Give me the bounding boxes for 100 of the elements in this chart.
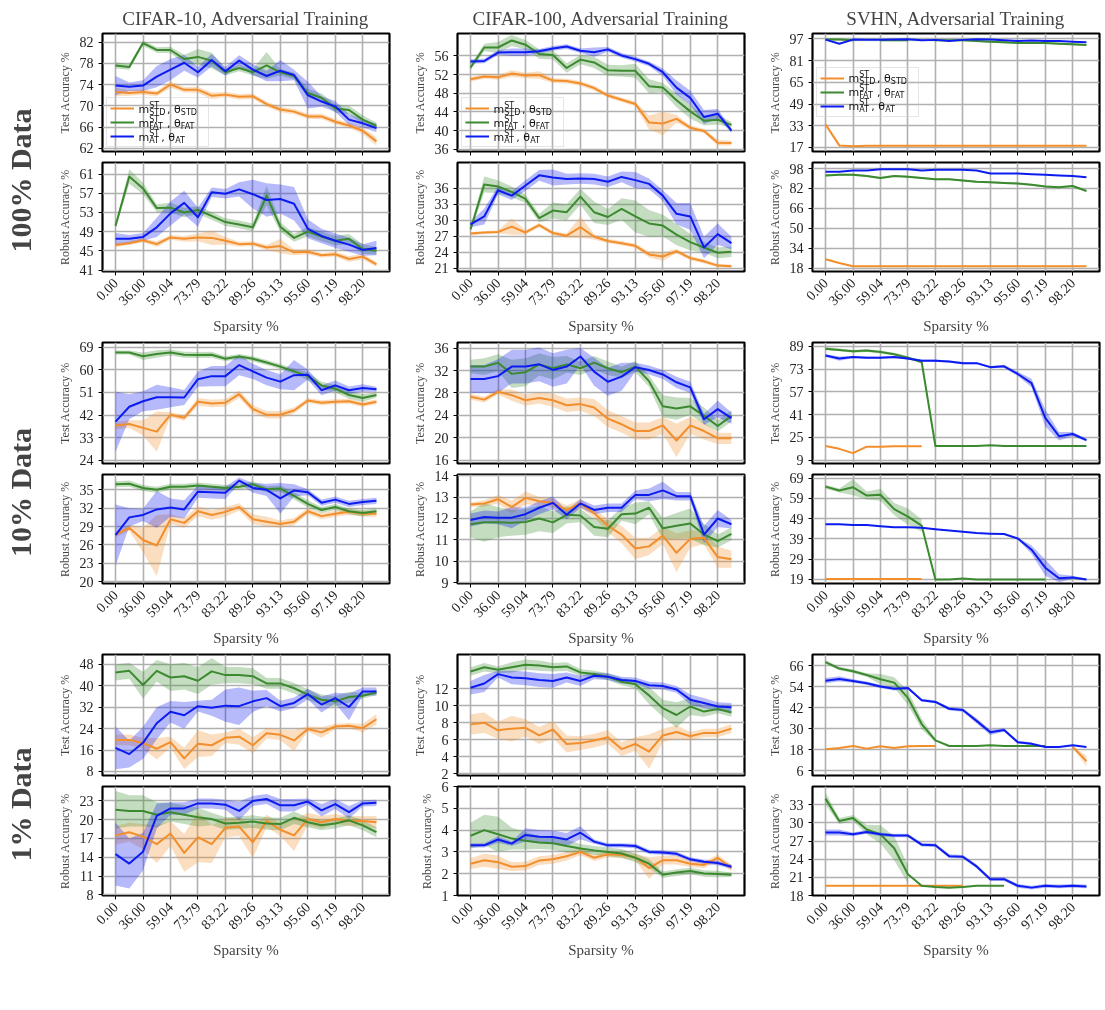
- y-tick-label: 18: [789, 888, 804, 904]
- y-tick-label: 18: [789, 742, 804, 758]
- y-tick-label: 42: [789, 700, 804, 716]
- y-axis-title: Test Accuracy %: [767, 362, 782, 444]
- y-tick-label: 33: [79, 430, 94, 446]
- y-axis-title: Test Accuracy %: [412, 362, 427, 444]
- y-tick-label: 41: [789, 407, 804, 423]
- y-tick-label: 69: [789, 471, 804, 487]
- x-axis-title: Sparsity %: [213, 629, 279, 646]
- y-tick-label: 30: [789, 721, 804, 737]
- y-axis-title: Test Accuracy %: [767, 52, 782, 134]
- y-tick-label: 82: [79, 35, 94, 50]
- y-tick-label: 40: [79, 678, 94, 694]
- y-tick-label: 33: [789, 797, 804, 813]
- y-tick-label: 57: [789, 384, 804, 400]
- y-tick-label: 81: [789, 53, 804, 69]
- y-tick-label: 11: [435, 532, 449, 548]
- y-tick-label: 54: [789, 679, 804, 695]
- y-axis-title: Test Accuracy %: [412, 52, 427, 134]
- y-tick-label: 16: [434, 453, 449, 469]
- y-tick-label: 73: [789, 362, 804, 378]
- y-tick-label: 13: [434, 490, 449, 506]
- chart-title: CIFAR-100, Adversarial Training: [472, 7, 729, 29]
- y-tick-label: 74: [79, 77, 94, 93]
- y-tick-label: 39: [789, 531, 804, 547]
- y-tick-label: 28: [434, 385, 449, 401]
- line-series: [824, 168, 1088, 179]
- y-tick-label: 17: [79, 831, 94, 847]
- y-tick-label: 10: [434, 554, 449, 570]
- line-series: [114, 798, 378, 865]
- y-tick-label: 2: [441, 766, 449, 782]
- y-tick-label: 66: [789, 658, 804, 674]
- y-tick-label: 6: [441, 779, 449, 795]
- y-axis-title: Robust Accuracy %: [412, 169, 427, 265]
- y-tick-label: 27: [789, 834, 804, 849]
- y-tick-label: 89: [789, 339, 804, 355]
- y-tick-label: 6: [441, 732, 449, 748]
- y-tick-label: 49: [789, 97, 804, 113]
- y-tick-label: 53: [79, 205, 94, 221]
- y-tick-label: 78: [79, 56, 94, 72]
- y-tick-label: 51: [79, 385, 94, 401]
- y-tick-label: 70: [79, 98, 94, 114]
- y-tick-label: 61: [79, 167, 94, 183]
- y-tick-label: 69: [79, 340, 94, 356]
- y-tick-label: 48: [79, 657, 94, 673]
- y-tick-label: 6: [796, 763, 804, 779]
- y-tick-label: 49: [789, 511, 804, 527]
- line-series: [114, 393, 378, 433]
- y-tick-label: 32: [79, 700, 94, 716]
- y-tick-label: 14: [79, 850, 94, 866]
- y-tick-label: 32: [79, 501, 94, 517]
- y-axis-title: Robust Accuracy %: [419, 793, 434, 889]
- y-tick-label: 16: [79, 743, 94, 759]
- y-tick-label: 48: [434, 86, 449, 102]
- line-series: [824, 485, 1047, 581]
- line-series: [469, 355, 733, 421]
- y-tick-label: 36: [434, 181, 449, 197]
- y-tick-label: 30: [789, 815, 804, 831]
- y-tick-label: 66: [79, 120, 94, 136]
- y-tick-label: 8: [86, 764, 94, 780]
- y-axis-title: Robust Accuracy %: [57, 793, 72, 889]
- y-axis-title: Test Accuracy %: [57, 52, 72, 134]
- x-axis-title: Sparsity %: [923, 317, 989, 334]
- y-tick-label: 18: [789, 261, 804, 277]
- line-series: [469, 224, 733, 268]
- line-series: [114, 818, 378, 854]
- x-axis-title: Sparsity %: [568, 941, 634, 958]
- line-series: [469, 390, 733, 442]
- y-tick-label: 27: [434, 229, 449, 245]
- line-series: [824, 123, 1088, 148]
- y-tick-label: 23: [79, 793, 94, 809]
- y-tick-label: 4: [441, 823, 449, 839]
- y-tick-label: 8: [86, 887, 94, 903]
- y-tick-label: 10: [434, 698, 449, 714]
- y-tick-label: 29: [789, 552, 804, 568]
- line-series: [114, 669, 378, 703]
- y-tick-label: 4: [441, 749, 449, 765]
- line-series: [469, 489, 733, 536]
- y-axis-title: Robust Accuracy %: [767, 793, 782, 889]
- y-tick-label: 42: [79, 408, 94, 424]
- y-tick-label: 62: [79, 141, 94, 157]
- y-tick-label: 19: [789, 572, 804, 588]
- line-series: [469, 721, 733, 753]
- y-tick-label: 24: [79, 453, 94, 469]
- x-axis-title: Sparsity %: [923, 629, 989, 646]
- line-series: [824, 797, 1006, 889]
- line-series: [824, 444, 923, 455]
- y-tick-label: 11: [80, 869, 94, 885]
- y-tick-label: 21: [434, 261, 449, 277]
- x-axis-title: Sparsity %: [568, 317, 634, 334]
- line-series: [114, 690, 378, 756]
- y-tick-label: 20: [79, 574, 94, 590]
- y-axis-title: Test Accuracy %: [57, 674, 72, 756]
- y-tick-label: 57: [79, 186, 94, 202]
- y-tick-label: 59: [789, 491, 804, 507]
- y-axis-title: Test Accuracy %: [767, 674, 782, 756]
- line-series: [114, 236, 378, 266]
- y-tick-label: 1: [441, 888, 449, 904]
- y-tick-label: 20: [434, 430, 449, 446]
- y-tick-label: 65: [789, 75, 804, 91]
